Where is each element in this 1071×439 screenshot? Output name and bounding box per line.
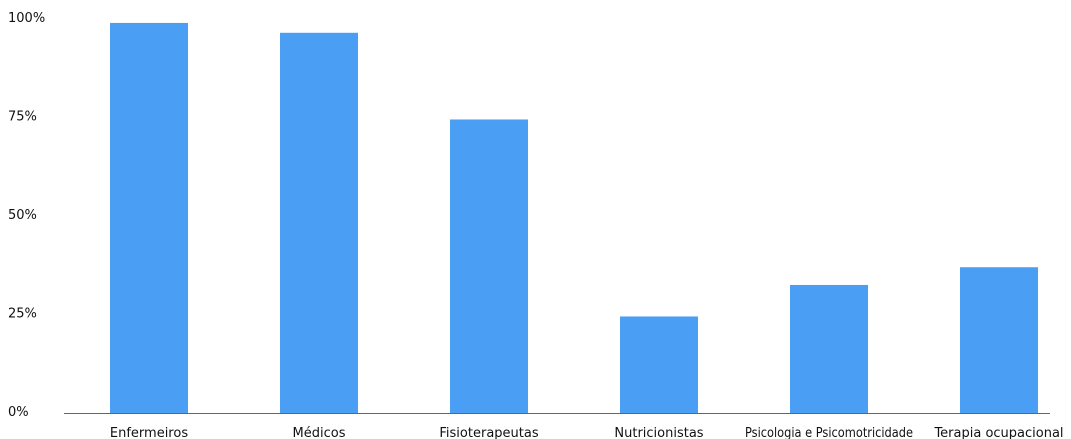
x-category-label: Terapia ocupacional xyxy=(933,426,1063,439)
bar-psicologia-e-psicomotricidade xyxy=(790,284,868,413)
y-tick-label: 0% xyxy=(8,405,29,420)
x-axis-labels: Enfermeiros Médicos Fisioterapeutas Nutrici… xyxy=(110,426,1064,439)
bar-fisioterapeutas xyxy=(450,119,528,413)
y-axis-ticks: 0% 25% 50% 75% 100% xyxy=(8,11,45,420)
x-category-label: Fisioterapeutas xyxy=(439,426,538,439)
y-tick-label: 50% xyxy=(8,208,37,223)
x-category-label: Enfermeiros xyxy=(110,426,188,439)
bars xyxy=(110,22,1038,413)
y-tick-label: 25% xyxy=(8,307,37,322)
bar-enfermeiros xyxy=(110,22,188,413)
x-category-label: Psicologia e Psicomotricidade xyxy=(745,426,913,439)
bar-nutricionistas xyxy=(620,316,698,413)
y-tick-label: 100% xyxy=(8,11,45,26)
bar-médicos xyxy=(280,32,358,413)
x-category-label: Médicos xyxy=(293,426,346,439)
bar-terapia-ocupacional xyxy=(960,267,1038,413)
y-tick-label: 75% xyxy=(8,110,37,125)
x-category-label: Nutricionistas xyxy=(614,426,703,439)
